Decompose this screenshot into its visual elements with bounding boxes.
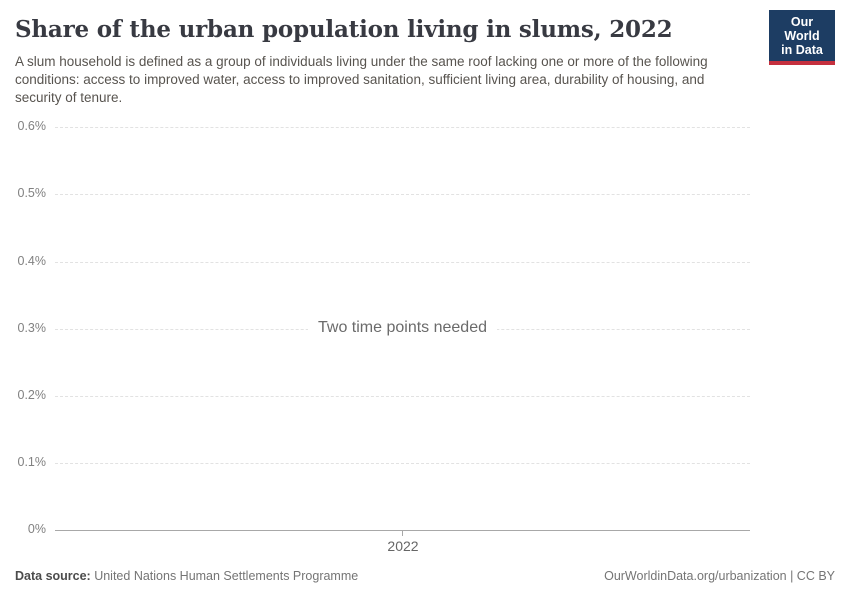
gridline-row: 0.5%	[0, 186, 850, 200]
y-axis-tick-label: 0.6%	[17, 119, 47, 133]
footer-license-link[interactable]: OurWorldinData.org/urbanization | CC BY	[604, 569, 835, 583]
chart-footer: Data source: United Nations Human Settle…	[15, 569, 835, 583]
chart-subtitle: A slum household is defined as a group o…	[15, 54, 708, 105]
y-axis-tick-label: 0.1%	[17, 455, 47, 469]
data-source-value: United Nations Human Settlements Program…	[90, 569, 359, 583]
gridline	[55, 262, 750, 263]
x-axis-baseline-row: 0%	[0, 522, 850, 536]
gridline-row: 0.2%	[0, 388, 850, 402]
gridline	[55, 127, 750, 128]
gridline-row: 0.6%	[0, 119, 850, 133]
data-source-label: Data source:	[15, 569, 91, 583]
gridline-row: 0.4%	[0, 254, 850, 268]
owid-logo[interactable]: Our World in Data	[769, 10, 835, 65]
owid-logo-line1: Our World	[784, 15, 820, 43]
gridline	[55, 194, 750, 195]
y-axis-tick-label: 0.3%	[17, 321, 47, 335]
x-axis-line	[55, 530, 750, 531]
y-axis-tick-label: 0.2%	[17, 388, 47, 402]
x-axis-tick-label: 2022	[387, 538, 419, 554]
gridline	[55, 396, 750, 397]
owid-logo-line2: in Data	[781, 43, 823, 57]
gridline	[55, 463, 750, 464]
chart-title: Share of the urban population living in …	[15, 16, 673, 43]
y-axis-tick-label: 0%	[27, 522, 46, 536]
gridline-row: 0.1%	[0, 455, 850, 469]
x-axis-tick-mark	[402, 531, 403, 536]
y-axis-tick-label: 0.4%	[17, 254, 47, 268]
y-axis-tick-label: 0.5%	[17, 186, 47, 200]
no-data-message: Two time points needed	[55, 319, 750, 337]
